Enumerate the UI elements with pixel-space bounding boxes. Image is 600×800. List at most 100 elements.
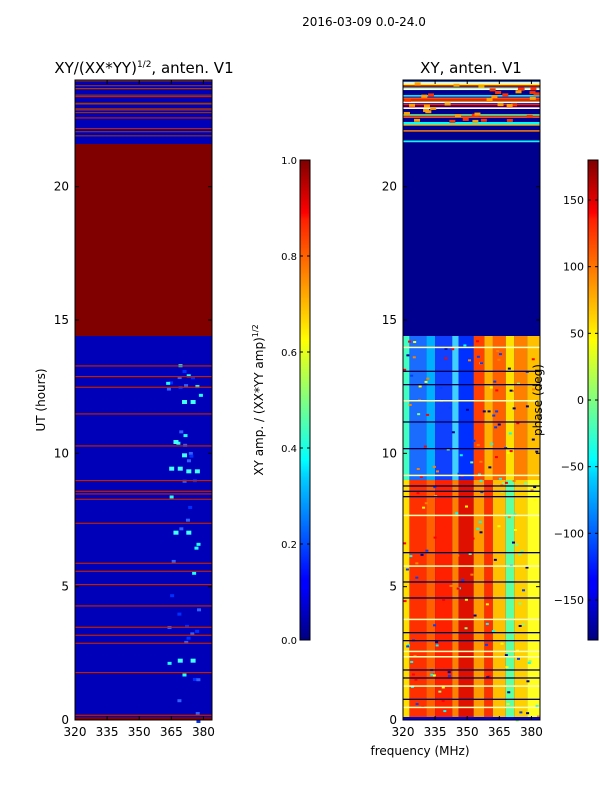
ratio-emission-cell <box>195 712 200 716</box>
ratio-flag-row <box>75 642 212 644</box>
ratio-flag-row <box>75 128 212 130</box>
phase-speckle <box>506 703 510 706</box>
ratio-emission-cell <box>186 636 191 640</box>
ratio-emission-cell <box>188 505 193 509</box>
ratio-cb-tick-label: 0.0 <box>281 636 297 647</box>
phase-flag-dark <box>403 597 540 599</box>
phase-top-stripe <box>403 116 540 118</box>
ratio-flag-row <box>75 605 212 607</box>
phase-top-stripe <box>403 121 540 124</box>
phase-speckle <box>494 426 498 429</box>
ratio-emission-cell <box>192 571 197 575</box>
ratio-bright-cell <box>173 530 179 535</box>
phase-speckle <box>515 543 519 546</box>
phase-speckle <box>513 513 517 516</box>
phase-title: XY, anten. V1 <box>420 59 522 77</box>
phase-flag-white <box>403 400 540 402</box>
phase-speckle <box>507 691 511 694</box>
ratio-emission-cell <box>183 443 188 447</box>
ratio-flag-row <box>75 376 212 378</box>
phase-band-upper <box>435 336 453 480</box>
phase-plot-frame <box>402 79 541 721</box>
phase-top-speckle <box>414 82 421 86</box>
phase-top-speckle <box>502 93 509 97</box>
phase-speckle <box>405 568 409 571</box>
phase-flag-dark <box>403 370 540 372</box>
phase-speckle <box>407 644 411 647</box>
ratio-xtick-label: 380 <box>192 725 215 739</box>
ratio-emission-cell <box>196 678 201 682</box>
phase-top-speckle <box>530 87 537 91</box>
phase-axis-ticks: 320 335 350 365 380 0 5 10 15 20 <box>382 80 543 739</box>
ratio-top-stripe <box>75 103 212 105</box>
phase-top-stripe <box>403 101 540 104</box>
phase-speckle <box>535 705 539 708</box>
phase-band-upper <box>452 336 459 480</box>
phase-ytick-label: 5 <box>389 580 397 594</box>
phase-speckle <box>409 555 413 558</box>
ratio-emission-cell <box>182 479 187 483</box>
phase-speckle <box>446 448 450 451</box>
phase-top-stripe <box>403 83 540 86</box>
phase-flag-dark <box>403 632 540 634</box>
ratio-flag-row <box>75 445 212 447</box>
ratio-ytick-label: 10 <box>54 446 69 460</box>
phase-speckle <box>418 385 422 388</box>
phase-speckle <box>516 382 520 385</box>
phase-cb-tick-label: −100 <box>554 527 584 540</box>
ratio-emission-cell <box>166 387 171 391</box>
ratio-bottom-row <box>75 717 212 720</box>
phase-band-lower <box>492 480 506 720</box>
ratio-emission-cell <box>192 677 197 681</box>
phase-cb-tick-label: 150 <box>563 194 584 207</box>
ratio-emission-cell <box>194 546 199 550</box>
phase-top-speckle <box>472 119 479 123</box>
phase-speckle <box>496 349 500 352</box>
phase-band-lower <box>426 480 436 720</box>
phase-speckle <box>464 627 468 630</box>
phase-top-stripe <box>403 87 540 89</box>
phase-speckle <box>500 484 504 487</box>
phase-speckle <box>444 357 448 360</box>
phase-top-stripe <box>403 103 540 106</box>
ratio-flag-row <box>75 570 212 572</box>
ratio-bright-cell <box>190 658 196 663</box>
ratio-emission-cell <box>186 459 191 463</box>
phase-speckle <box>403 600 407 603</box>
ratio-emission-cell <box>171 559 176 563</box>
phase-speckle <box>432 674 436 677</box>
phase-speckle <box>447 671 451 674</box>
phase-speckle <box>497 423 501 426</box>
ratio-emission-cell <box>197 608 202 612</box>
phase-top-speckle <box>529 96 536 100</box>
phase-cb-tick-label: −150 <box>554 594 584 607</box>
phase-speckle <box>531 438 535 441</box>
phase-speckle <box>457 472 461 475</box>
phase-speckle <box>476 355 480 358</box>
phase-speckle <box>435 470 439 473</box>
phase-colorbar-ticks: −150 −100 −50 0 50 100 150 <box>554 194 598 607</box>
phase-speckle <box>497 525 501 528</box>
phase-top-stripe <box>403 100 540 102</box>
phase-colorbar-gradient <box>588 160 598 640</box>
phase-flag-white <box>403 706 540 709</box>
phase-speckle <box>478 521 482 524</box>
phase-band-upper <box>505 336 515 480</box>
phase-speckle <box>533 498 537 501</box>
phase-speckle <box>533 486 537 489</box>
phase-colorbar: −150 −100 −50 0 50 100 150 phase (deg) <box>531 159 599 641</box>
ratio-flag-row <box>75 109 212 111</box>
ratio-panel: XY/(XX*YY)1/2, anten. V1 320 335 350 365 380… <box>34 59 234 739</box>
phase-speckle <box>426 377 430 380</box>
ratio-heatmap <box>75 80 212 723</box>
phase-speckle <box>498 477 502 480</box>
phase-speckle <box>507 451 511 454</box>
ratio-flag-row <box>75 117 212 119</box>
phase-speckle <box>441 686 445 689</box>
ratio-bright-cell <box>177 466 183 471</box>
phase-speckle <box>406 645 410 648</box>
phase-speckle <box>413 654 417 657</box>
phase-speckle <box>433 486 437 489</box>
phase-top-speckle <box>430 106 437 110</box>
phase-ytick-label: 20 <box>382 180 397 194</box>
